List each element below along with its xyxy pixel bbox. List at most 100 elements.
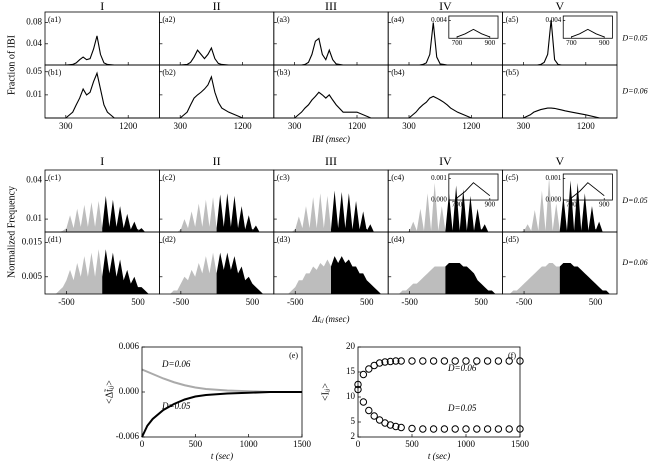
inset-x-tick-label: 700 — [566, 39, 577, 47]
inset-frame — [562, 173, 613, 201]
area — [216, 252, 267, 294]
x-tick-label: 300 — [517, 121, 531, 131]
x-tick-label: 300 — [173, 121, 187, 131]
x-tick-label: 1000 — [457, 439, 476, 449]
panel-label: (c3) — [277, 173, 290, 182]
column-header: II — [213, 0, 221, 13]
marker — [462, 425, 470, 433]
inset-y-tick-label: 0.000 — [431, 196, 447, 204]
panel-frame — [357, 346, 521, 438]
inset-y-tick-label: 0.001 — [545, 174, 561, 182]
column-header: V — [555, 154, 564, 168]
panel-label: (c2) — [162, 173, 175, 182]
inset-y-tick-label: 0.000 — [545, 196, 561, 204]
marker — [505, 357, 513, 365]
series-label: D=0.05 — [161, 401, 191, 411]
marker — [473, 425, 481, 433]
x-axis-label: t (sec) — [211, 451, 233, 461]
y-tick-label: 0.005 — [22, 271, 43, 281]
y-tick-label: 0.006 — [119, 341, 140, 351]
y-axis-label: Fraction of IBI — [6, 35, 17, 95]
x-tick-label: 500 — [131, 297, 145, 307]
inset-x-tick-label: 900 — [485, 39, 496, 47]
column-header: III — [325, 154, 337, 168]
x-tick-label: -500 — [401, 297, 418, 307]
inset-x-tick-label: 700 — [452, 201, 463, 209]
panel-label: (d3) — [277, 235, 291, 244]
inset-x-tick-label: 700 — [566, 201, 577, 209]
panel-label: (b3) — [277, 68, 291, 77]
marker — [483, 357, 492, 365]
panel-frame — [158, 11, 275, 66]
area — [102, 195, 153, 232]
area — [509, 263, 560, 294]
marker — [494, 357, 503, 365]
panel-frame — [158, 169, 275, 233]
y-tick-label: 0.04 — [26, 38, 42, 48]
area — [559, 180, 610, 232]
area — [395, 182, 446, 232]
marker — [392, 357, 400, 365]
panel-label: (d1) — [48, 235, 62, 244]
curve — [273, 91, 389, 119]
series-line — [141, 391, 302, 438]
area — [216, 193, 267, 232]
inset-x-tick-label: 900 — [485, 201, 496, 209]
y-tick-label: 0.05 — [26, 66, 42, 76]
marker — [365, 406, 373, 415]
x-tick-label: 300 — [288, 121, 302, 131]
marker — [483, 425, 492, 433]
x-tick-label: 500 — [589, 297, 603, 307]
y-tick-label: 0.04 — [26, 174, 42, 184]
x-tick-label: 0 — [356, 439, 361, 449]
panel-frame — [273, 169, 389, 233]
y-tick-label: 0.01 — [26, 213, 42, 223]
x-tick-label: 1200 — [119, 121, 138, 131]
x-tick-label: 1500 — [511, 439, 530, 449]
marker — [359, 370, 368, 379]
x-axis-label: Δtᵢⱼ (msec) — [311, 314, 349, 324]
x-tick-label: 1200 — [462, 121, 481, 131]
panel-label: (b4) — [391, 68, 405, 77]
column-header: II — [213, 154, 221, 168]
marker — [397, 423, 405, 432]
y-axis-label: <Iᵢⱼ> — [320, 383, 331, 401]
y-tick-label: 15 — [346, 366, 356, 376]
panel-label: (f) — [508, 351, 516, 360]
marker — [429, 425, 438, 433]
inset-curve — [571, 182, 605, 199]
x-tick-label: 500 — [405, 439, 419, 449]
area — [102, 249, 153, 294]
area — [280, 259, 331, 294]
x-tick-label: 0 — [140, 439, 145, 449]
row-label: D=0.06 — [621, 258, 647, 267]
marker — [397, 357, 405, 365]
panel-label: (b1) — [48, 68, 62, 77]
inset-curve — [571, 28, 605, 38]
x-tick-label: 300 — [59, 121, 73, 131]
curve — [45, 35, 160, 66]
panel-label: (a5) — [506, 15, 519, 24]
inset-x-tick-label: 900 — [599, 39, 610, 47]
marker — [408, 424, 416, 433]
marker — [386, 357, 395, 366]
area — [509, 177, 560, 232]
panel-label: (b2) — [162, 68, 176, 77]
curve — [388, 95, 503, 119]
column-header: IV — [439, 154, 452, 168]
panel-frame — [273, 64, 389, 119]
series-label: D=0.06 — [161, 359, 191, 369]
row-label: D=0.05 — [621, 33, 647, 42]
marker — [375, 416, 384, 424]
panel-frame — [44, 11, 160, 66]
x-tick-label: -500 — [287, 297, 304, 307]
marker — [419, 425, 427, 433]
panel-label: (c1) — [48, 173, 61, 182]
marker — [365, 365, 373, 373]
panel-label: (c5) — [506, 173, 519, 182]
panel-label: (d5) — [506, 235, 520, 244]
y-tick-label: 5 — [351, 416, 356, 426]
marker — [462, 357, 470, 365]
y-tick-label: -0.006 — [116, 431, 140, 441]
